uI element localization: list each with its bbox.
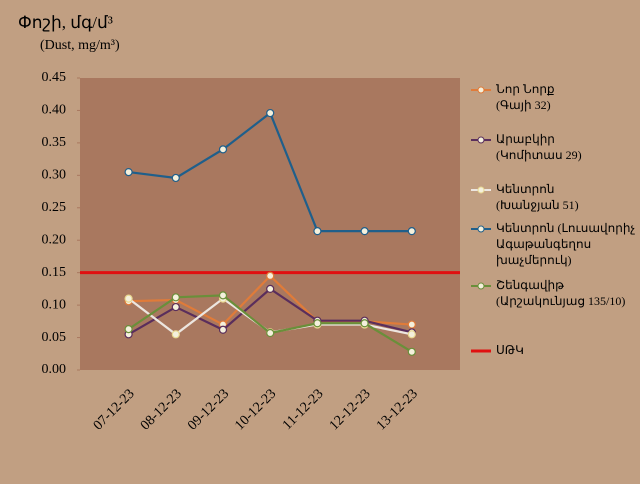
point <box>124 294 133 303</box>
y-tick-label: 0.40 <box>42 103 67 118</box>
legend-marker <box>477 225 485 233</box>
legend-marker <box>477 282 485 290</box>
y-tick-label: 0.15 <box>42 265 67 280</box>
point <box>313 227 322 236</box>
y-tick-label: 0.35 <box>42 135 67 150</box>
legend-label: Շենգավիթ <box>496 278 564 292</box>
legend-marker <box>477 186 485 194</box>
point <box>124 325 133 334</box>
point <box>266 284 275 293</box>
chart-title: Փոշի, մգ/մ³ <box>18 13 113 32</box>
y-tick-label: 0.30 <box>42 168 67 183</box>
point <box>407 320 416 329</box>
plot-area <box>80 78 460 370</box>
point <box>218 145 228 154</box>
point <box>360 319 369 328</box>
y-tick-label: 0.05 <box>42 330 67 345</box>
point <box>124 167 133 177</box>
point <box>360 227 369 236</box>
point <box>171 302 180 312</box>
y-tick-label: 0.20 <box>42 232 67 247</box>
y-tick-label: 0.00 <box>42 362 67 377</box>
point <box>266 271 275 281</box>
point <box>218 291 228 300</box>
legend-label: խաչմերուկ) <box>496 253 572 267</box>
point <box>171 173 180 183</box>
legend-marker <box>477 86 485 94</box>
legend-label: Կենտրոն <box>496 182 555 196</box>
point <box>218 325 228 334</box>
legend-label: Կենտրոն (Լուսավորիչ <box>496 221 635 235</box>
legend-label: Արաբկիր <box>496 132 555 146</box>
point <box>407 227 416 236</box>
legend-label: (Կոմիտաս 29) <box>496 148 582 162</box>
point <box>313 319 322 328</box>
point <box>407 330 416 339</box>
point <box>266 328 275 338</box>
legend-label: Նոր Նորք <box>496 82 555 96</box>
legend-label: ՍԹԿ <box>496 343 524 357</box>
y-tick-label: 0.25 <box>42 200 67 215</box>
legend-marker <box>477 136 485 144</box>
point <box>407 347 416 356</box>
legend-label: (Խանջյան 51) <box>496 198 579 212</box>
point <box>171 293 180 302</box>
y-tick-label: 0.10 <box>42 297 67 312</box>
y-tick-label: 0.45 <box>42 70 67 85</box>
point <box>171 330 180 339</box>
legend-label: (Արշակունյաց 135/10) <box>496 294 625 308</box>
legend-label: Ագաթանգեղոս <box>496 237 591 251</box>
chart-subtitle: (Dust, mg/m³) <box>40 38 120 53</box>
legend-label: (Գայի 32) <box>496 98 551 112</box>
point <box>266 108 275 118</box>
